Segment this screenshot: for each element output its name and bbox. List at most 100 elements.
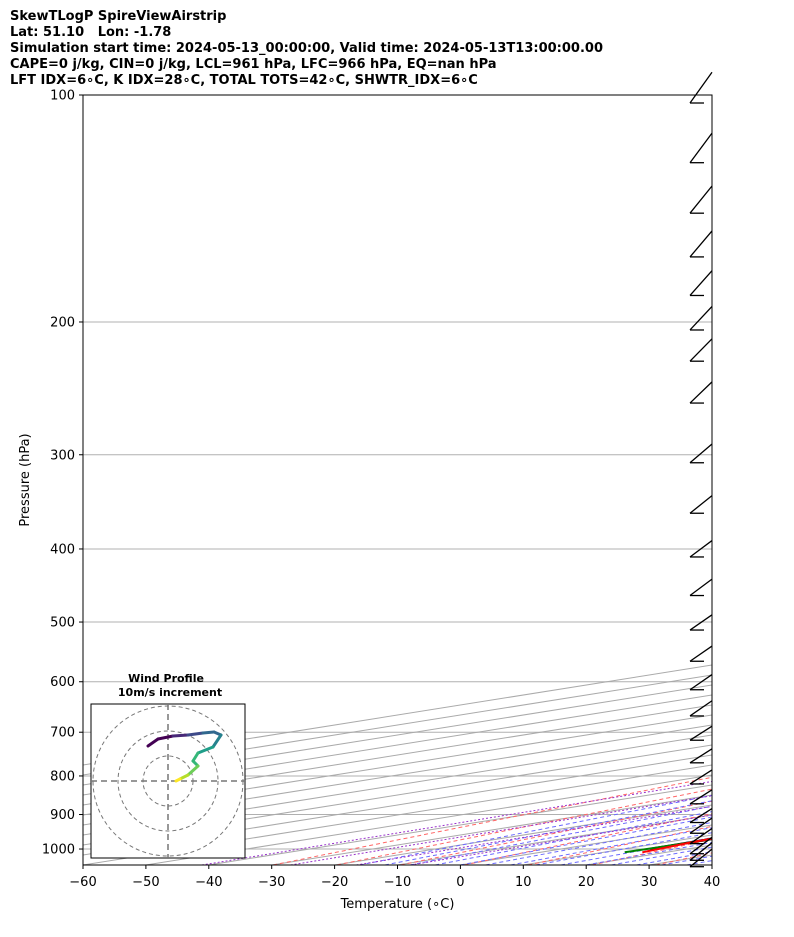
- moist-adiabat-line: [485, 821, 712, 865]
- barb-shaft: [689, 700, 713, 717]
- wind-barb: [689, 230, 713, 258]
- moist-adiabat-line: [384, 800, 712, 865]
- hodograph-segment: [211, 733, 223, 749]
- inset-title: Wind Profile: [128, 672, 204, 685]
- index-line: LFT IDX=6∘C, K IDX=28∘C, TOTAL TOTS=42∘C…: [10, 73, 478, 88]
- cape-line: CAPE=0 j/kg, CIN=0 j/kg, LCL=961 hPa, LF…: [10, 57, 497, 72]
- hodograph-plot: [91, 704, 245, 858]
- wind-barb: [689, 827, 713, 845]
- wind-barb: [689, 836, 713, 855]
- hodograph-segment: [196, 745, 215, 755]
- wind-barb: [689, 381, 713, 404]
- moist-adiabat-line: [460, 816, 712, 865]
- hodograph-segment: [186, 764, 200, 777]
- isotherm-line: [83, 734, 712, 836]
- x-tick-label: 20: [578, 875, 595, 890]
- hodograph-segment: [156, 734, 175, 741]
- wind-barb: [689, 725, 713, 741]
- wind-barbs: [689, 71, 713, 868]
- isotherm-line: [83, 674, 712, 776]
- y-tick-label: 100: [50, 89, 75, 104]
- barb-shaft: [689, 836, 713, 855]
- hodograph-segment: [186, 731, 205, 737]
- wind-barb: [689, 338, 713, 362]
- barb-shaft: [689, 71, 713, 104]
- hodograph-segment: [146, 737, 160, 748]
- hodograph-segment: [174, 777, 182, 783]
- hodograph-segment: [171, 733, 190, 738]
- isotherm-line: [83, 704, 712, 806]
- parcel-profile-line: [649, 837, 712, 851]
- axis-ticks: −60 −50 −40 −30 −20 −10 0 10 20 30 40 100 200 300 400 5…: [42, 89, 720, 891]
- isotherm-line: [83, 684, 712, 786]
- dry-adiabat-line: [655, 852, 712, 865]
- barb-shaft: [689, 769, 713, 785]
- y-tick-label: 800: [50, 769, 75, 784]
- wind-profile-inset: Wind Profile 10m/s increment: [90, 672, 246, 859]
- x-axis-label: Temperature (∘C): [340, 897, 455, 912]
- isotherm-line: [334, 804, 712, 865]
- wind-barb: [689, 769, 713, 785]
- isotherm-line: [83, 664, 712, 766]
- y-tick-label: 300: [50, 448, 75, 463]
- dry-adiabat-line: [464, 813, 712, 865]
- moist-adiabat-line: [586, 841, 712, 865]
- isotherm-line: [397, 814, 712, 865]
- mixing-ratio-line: [356, 805, 712, 865]
- isotherm-line: [460, 824, 712, 865]
- y-tick-label: 600: [50, 675, 75, 690]
- moist-adiabat-line: [510, 827, 712, 865]
- wind-barb: [689, 807, 713, 824]
- wind-barb: [689, 848, 713, 868]
- x-tick-label: 10: [515, 875, 532, 890]
- isotherm-line: [271, 794, 712, 865]
- y-tick-label: 500: [50, 616, 75, 631]
- isotherm-line: [83, 694, 712, 796]
- isotherm-line: [586, 844, 712, 865]
- barb-shaft: [689, 748, 713, 764]
- barb-shaft: [689, 381, 713, 404]
- x-tick-label: −60: [69, 875, 96, 890]
- wind-barb: [689, 645, 713, 662]
- moist-adiabat-line: [611, 846, 712, 865]
- location-line: Lat: 51.10 Lon: -1.78: [10, 25, 172, 40]
- barb-shaft: [689, 305, 713, 331]
- wind-barb: [689, 789, 713, 805]
- moist-adiabat-line: [636, 851, 712, 865]
- y-tick-label: 1000: [42, 843, 75, 858]
- barb-shaft: [689, 495, 713, 514]
- barb-shaft: [689, 848, 713, 868]
- x-tick-label: −20: [321, 875, 348, 890]
- barb-shaft: [689, 789, 713, 805]
- wind-barb: [689, 443, 713, 464]
- moist-adiabat-line: [535, 832, 712, 865]
- y-tick-label: 700: [50, 726, 75, 741]
- dry-adiabat-line: [528, 825, 712, 865]
- isotherm-line: [83, 714, 712, 816]
- moist-adiabat-line: [711, 864, 712, 865]
- x-tick-label: −10: [384, 875, 411, 890]
- isotherm-line: [208, 784, 712, 865]
- barb-shaft: [689, 338, 713, 362]
- wind-barb: [689, 305, 713, 331]
- dry-adiabat-line: [783, 95, 794, 865]
- wind-barb: [689, 614, 713, 631]
- mixing-ratio-line: [201, 780, 712, 865]
- wind-barb: [689, 540, 713, 558]
- barb-shaft: [689, 443, 713, 464]
- hodograph-segment: [191, 751, 200, 763]
- wind-barb: [689, 185, 713, 214]
- barb-shaft: [689, 578, 713, 597]
- barb-shaft: [689, 725, 713, 741]
- moist-adiabat-line: [410, 805, 712, 865]
- time-line: Simulation start time: 2024-05-13_00:00:…: [10, 41, 603, 56]
- wind-barb: [689, 495, 713, 514]
- y-tick-label: 900: [50, 808, 75, 823]
- wind-barb: [689, 71, 713, 104]
- wind-barb: [689, 817, 713, 834]
- barb-shaft: [689, 842, 713, 861]
- wind-barb: [689, 132, 713, 164]
- barb-shaft: [689, 270, 713, 296]
- chart-title: SkewTLogP SpireViewAirstrip: [10, 9, 227, 24]
- wind-barb: [689, 578, 713, 597]
